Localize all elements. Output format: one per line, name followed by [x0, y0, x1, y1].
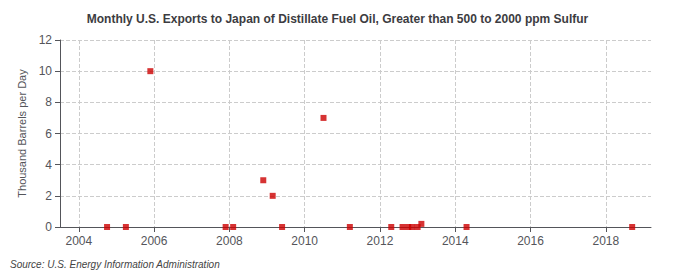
- svg-text:2012: 2012: [367, 234, 394, 248]
- svg-text:Source: U.S. Energy Informatio: Source: U.S. Energy Information Administ…: [10, 259, 220, 270]
- svg-text:8: 8: [45, 95, 52, 109]
- svg-text:2008: 2008: [216, 234, 243, 248]
- svg-text:2: 2: [45, 189, 52, 203]
- svg-text:2004: 2004: [65, 234, 92, 248]
- svg-text:6: 6: [45, 127, 52, 141]
- svg-text:Thousand Barrels per Day: Thousand Barrels per Day: [16, 69, 28, 198]
- svg-text:2010: 2010: [291, 234, 318, 248]
- svg-text:10: 10: [39, 64, 53, 78]
- svg-text:4: 4: [45, 158, 52, 172]
- svg-text:Monthly U.S. Exports to Japan: Monthly U.S. Exports to Japan of Distill…: [87, 12, 589, 26]
- svg-text:2014: 2014: [442, 234, 469, 248]
- svg-text:2006: 2006: [141, 234, 168, 248]
- svg-text:12: 12: [39, 33, 53, 47]
- svg-text:2016: 2016: [517, 234, 544, 248]
- svg-text:2018: 2018: [592, 234, 619, 248]
- svg-text:0: 0: [45, 220, 52, 234]
